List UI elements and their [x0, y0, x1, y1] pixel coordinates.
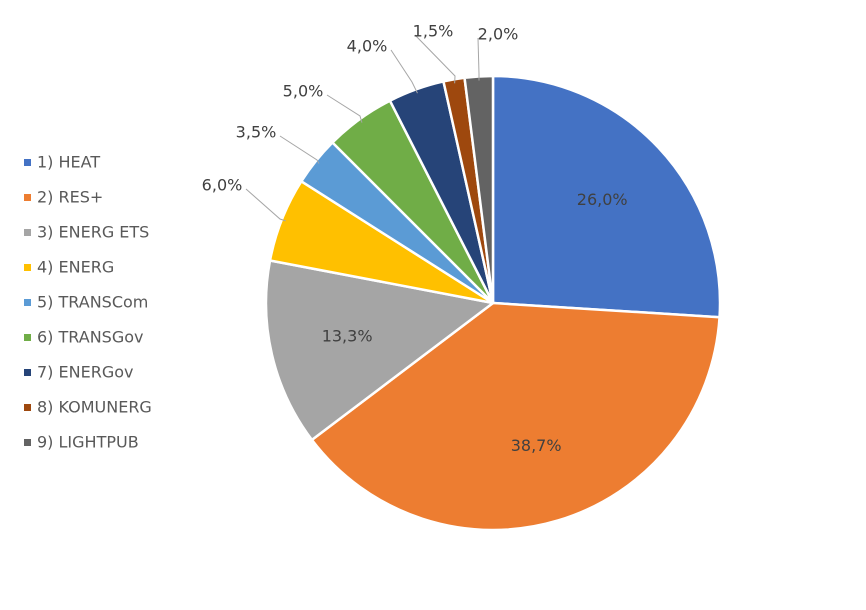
data-label-6: 5,0% — [283, 82, 324, 101]
legend-label-6: 6) TRANSGov — [37, 328, 143, 347]
legend-label-9: 9) LIGHTPUB — [37, 433, 139, 452]
leader-line-9 — [477, 37, 480, 81]
pie-slice-1 — [491, 74, 722, 319]
data-label-7: 4,0% — [347, 37, 388, 56]
legend-label-3: 3) ENERG ETS — [37, 223, 149, 242]
legend-swatch-1 — [24, 159, 31, 166]
legend-swatch-3 — [24, 229, 31, 236]
pie-slice-3 — [264, 259, 495, 442]
legend-swatch-2 — [24, 194, 31, 201]
leader-line-7 — [390, 49, 418, 94]
data-label-3: 13,3% — [322, 327, 373, 346]
legend-label-8: 8) KOMUNERG — [37, 398, 152, 417]
legend-label-7: 7) ENERGov — [37, 363, 133, 382]
legend-swatch-7 — [24, 369, 31, 376]
legend-label-2: 2) RES+ — [37, 188, 103, 207]
leader-line-4 — [245, 188, 286, 222]
data-label-9: 2,0% — [478, 25, 519, 44]
legend-swatch-4 — [24, 264, 31, 271]
legend-swatch-5 — [24, 299, 31, 306]
data-label-4: 6,0% — [202, 176, 243, 195]
data-label-1: 26,0% — [577, 190, 628, 209]
legend-label-4: 4) ENERG — [37, 258, 114, 277]
pie-slice-2 — [310, 301, 721, 532]
pie-slices — [264, 74, 722, 532]
legend-swatch-6 — [24, 334, 31, 341]
data-labels: 26,0% 38,7% 13,3% 6,0% 3,5% 5,0% 4,0% 1,5% 2,0% — [202, 22, 628, 455]
legend-swatch-9 — [24, 439, 31, 446]
data-label-2: 38,7% — [511, 436, 562, 455]
legend-label-5: 5) TRANSCom — [37, 293, 148, 312]
leader-lines — [245, 34, 480, 222]
leader-line-5 — [279, 135, 320, 164]
legend-label-1: 1) HEAT — [37, 153, 100, 172]
data-label-5: 3,5% — [236, 123, 277, 142]
legend-swatch-8 — [24, 404, 31, 411]
data-label-8: 1,5% — [413, 22, 454, 41]
legend: 1) HEAT 2) RES+ 3) ENERG ETS 4) ENERG 5) TRA… — [24, 153, 152, 452]
leader-line-8 — [414, 34, 456, 84]
leader-line-6 — [326, 94, 363, 123]
